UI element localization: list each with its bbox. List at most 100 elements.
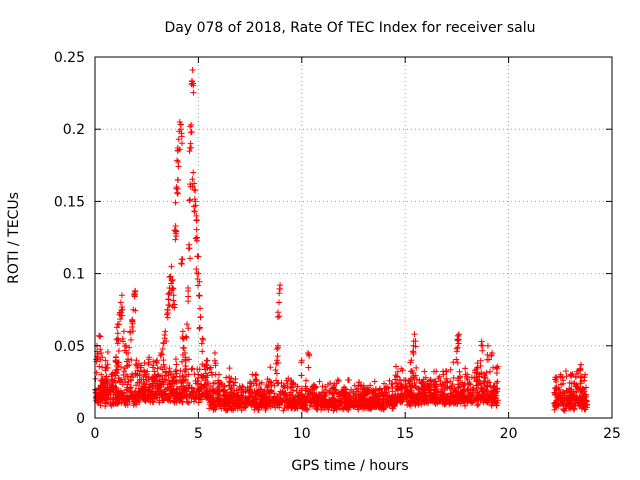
data-point (345, 377, 352, 384)
data-point (120, 328, 127, 335)
data-point (210, 380, 217, 387)
data-point (579, 392, 586, 399)
data-point (178, 391, 185, 398)
data-point (129, 317, 136, 324)
data-point (386, 377, 393, 384)
data-point (193, 216, 200, 223)
data-point (108, 371, 115, 378)
data-point (583, 384, 590, 391)
data-point (149, 364, 156, 371)
data-point (320, 390, 327, 397)
data-point (559, 397, 566, 404)
data-point (253, 404, 260, 411)
data-point (268, 388, 275, 395)
data-point (339, 395, 346, 402)
data-point (198, 340, 205, 347)
data-point (128, 357, 135, 364)
data-point (296, 402, 303, 409)
data-point (374, 397, 381, 404)
data-point (566, 385, 573, 392)
data-point (102, 357, 109, 364)
data-point (299, 397, 306, 404)
data-point (568, 380, 575, 387)
data-point (552, 400, 559, 407)
data-point (383, 389, 390, 396)
data-point (199, 336, 206, 343)
data-point (225, 399, 232, 406)
data-point (189, 365, 196, 372)
data-point (157, 352, 164, 359)
data-point (461, 395, 468, 402)
data-point (479, 347, 486, 354)
data-point (167, 380, 174, 387)
data-point (434, 400, 441, 407)
data-point (253, 390, 260, 397)
data-point (230, 391, 237, 398)
data-point (184, 321, 191, 328)
data-point (461, 380, 468, 387)
data-point (202, 392, 209, 399)
data-point (274, 380, 281, 387)
data-point (131, 398, 138, 405)
data-point (333, 389, 340, 396)
data-point (158, 364, 165, 371)
data-point (228, 375, 235, 382)
y-tick-label: 0 (76, 411, 85, 427)
data-point (140, 380, 147, 387)
data-point (154, 382, 161, 389)
data-point (307, 398, 314, 405)
data-point (198, 386, 205, 393)
data-point (112, 370, 119, 377)
data-point (380, 380, 387, 387)
data-point (324, 402, 331, 409)
data-point (308, 392, 315, 399)
data-point (457, 393, 464, 400)
data-point (578, 399, 585, 406)
data-point (155, 385, 162, 392)
data-point (197, 305, 204, 312)
data-point (193, 226, 200, 233)
data-point (178, 260, 185, 267)
data-point (380, 403, 387, 410)
data-point (474, 364, 481, 371)
data-point (575, 400, 582, 407)
data-point (256, 399, 263, 406)
data-point (444, 383, 451, 390)
data-point (172, 228, 179, 235)
data-point (354, 385, 361, 392)
data-point (161, 331, 168, 338)
data-point (561, 407, 568, 414)
data-point (141, 360, 148, 367)
data-point (490, 384, 497, 391)
data-point (196, 292, 203, 299)
data-point (159, 346, 166, 353)
data-point (335, 393, 342, 400)
data-point (197, 314, 204, 321)
data-point (198, 396, 205, 403)
data-point (448, 398, 455, 405)
data-point (215, 387, 222, 394)
data-point (203, 362, 210, 369)
data-point (104, 390, 111, 397)
data-point (472, 369, 479, 376)
data-point (107, 387, 114, 394)
data-point (447, 366, 454, 373)
data-point (398, 381, 405, 388)
data-point (133, 391, 140, 398)
data-point (175, 136, 182, 143)
data-point (311, 394, 318, 401)
data-point (121, 368, 128, 375)
data-point (415, 393, 422, 400)
data-point (174, 392, 181, 399)
data-point (193, 380, 200, 387)
data-point (168, 280, 175, 287)
data-point (188, 144, 195, 151)
data-point (486, 368, 493, 375)
data-point (167, 390, 174, 397)
data-point (159, 393, 166, 400)
data-point (439, 385, 446, 392)
data-point (119, 306, 126, 313)
data-point (289, 381, 296, 388)
data-point (258, 398, 265, 405)
data-point (454, 359, 461, 366)
